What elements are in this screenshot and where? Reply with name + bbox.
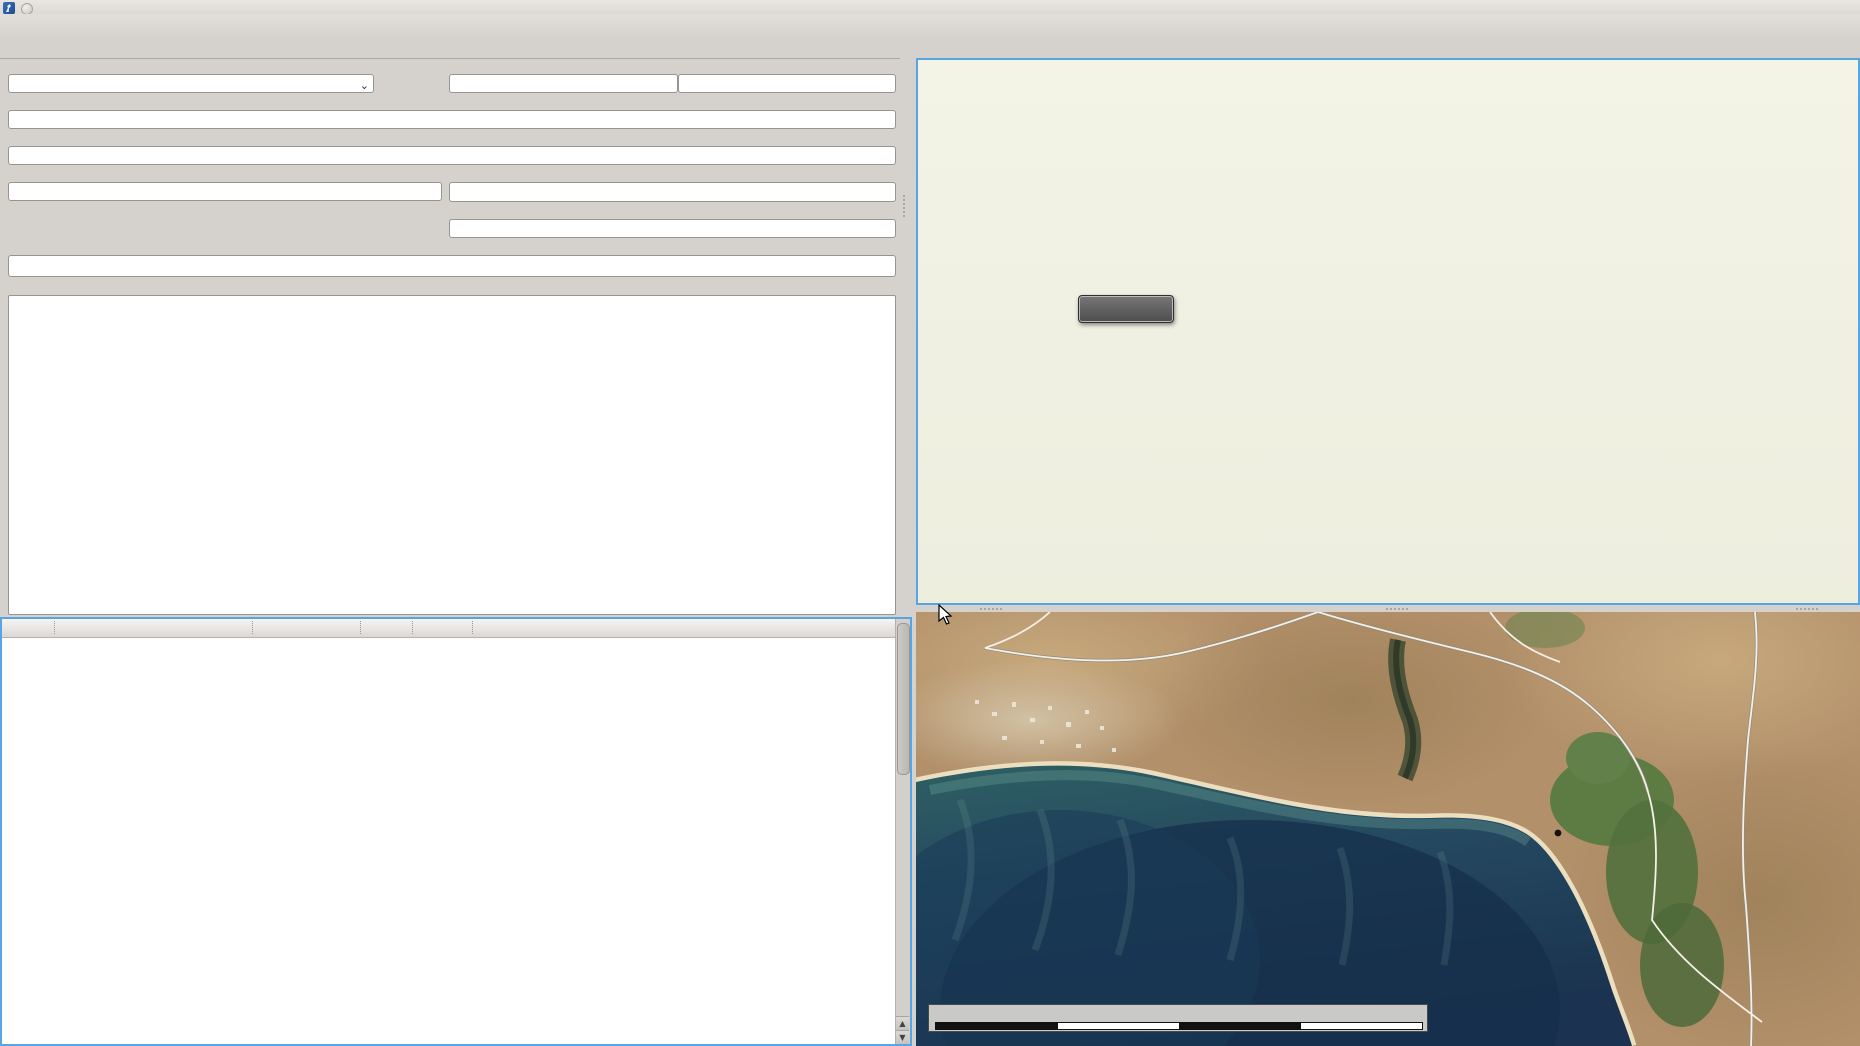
map-scale-bar bbox=[928, 1004, 1428, 1032]
left-tab-bar bbox=[0, 36, 900, 59]
map-marker-icon[interactable] bbox=[1554, 829, 1562, 837]
buddy-input[interactable] bbox=[449, 182, 896, 202]
chevron-down-icon[interactable]: ⌄ bbox=[359, 79, 369, 92]
satellite-map-image bbox=[916, 612, 1860, 1046]
dive-list-header[interactable] bbox=[2, 619, 910, 638]
dive-site-map[interactable] bbox=[916, 612, 1860, 1046]
dive-notes-form: ⌄ bbox=[0, 58, 900, 615]
map-labels bbox=[916, 612, 1860, 1046]
dive-list-rows bbox=[2, 638, 886, 1046]
profile-plot bbox=[918, 60, 1858, 603]
water-temp-input[interactable] bbox=[678, 74, 896, 93]
start-time-input[interactable]: ⌄ bbox=[8, 74, 374, 93]
dive-list: ▲ ▼ bbox=[0, 617, 912, 1046]
dive-profile-chart[interactable] bbox=[916, 58, 1860, 605]
menu-bar bbox=[0, 14, 1860, 36]
mouse-cursor-icon bbox=[938, 604, 953, 625]
roads bbox=[984, 612, 1763, 1046]
window-titlebar[interactable] bbox=[0, 0, 1860, 14]
suit-input[interactable] bbox=[449, 219, 896, 238]
location-input[interactable] bbox=[8, 110, 896, 129]
tags-input[interactable] bbox=[8, 255, 896, 277]
information-button[interactable] bbox=[1078, 295, 1174, 323]
scroll-up-icon[interactable]: ▲ bbox=[896, 1016, 909, 1030]
scrollbar-thumb[interactable] bbox=[897, 623, 910, 775]
app-icon bbox=[3, 2, 15, 14]
notes-textarea[interactable] bbox=[8, 295, 896, 615]
vertical-splitter-handle[interactable] bbox=[903, 195, 905, 217]
divemaster-input[interactable] bbox=[8, 182, 442, 201]
air-temp-input[interactable] bbox=[449, 74, 678, 93]
dive-list-scrollbar[interactable]: ▲ ▼ bbox=[895, 619, 910, 1044]
scroll-down-icon[interactable]: ▼ bbox=[896, 1030, 909, 1044]
coordinates-input[interactable] bbox=[8, 146, 896, 165]
profile-tab-bar bbox=[908, 36, 1860, 58]
horizontal-splitter[interactable] bbox=[916, 605, 1860, 612]
